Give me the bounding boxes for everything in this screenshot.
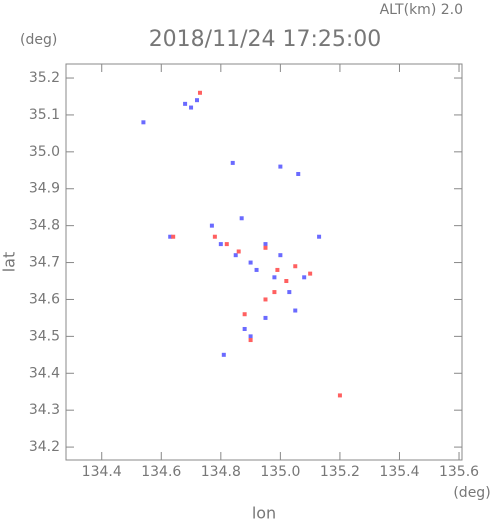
plot-frame [65,63,463,461]
x-tick-label: 134.6 [141,464,181,480]
data-point [337,393,342,398]
data-point [317,234,322,239]
data-point [278,164,283,169]
data-point [254,267,259,272]
x-tick-label: 135.2 [320,464,360,480]
data-point [141,120,146,125]
data-point [263,242,268,247]
y-tick-label: 34.9 [29,181,60,197]
x-axis-label: lon [252,504,276,521]
y-tick-label: 34.6 [29,291,60,307]
data-point [233,253,238,258]
data-point [293,264,298,269]
data-point [197,90,202,95]
y-tick-label: 34.2 [29,439,60,455]
data-point [189,105,194,110]
y-axis-label: lat [0,252,19,273]
data-point [263,315,268,320]
data-point [242,326,247,331]
data-point [296,171,301,176]
data-point [183,101,188,106]
y-tick-label: 34.7 [29,255,60,271]
data-point [248,334,253,339]
y-tick-label: 34.5 [29,328,60,344]
x-unit: (deg) [453,485,490,501]
chart-title: 2018/11/24 17:25:00 [149,27,382,52]
y-tick-label: 34.4 [29,365,60,381]
data-point [209,223,214,228]
data-point [168,234,173,239]
data-point [236,249,241,254]
data-point [230,160,235,165]
x-tick-label: 135.6 [439,464,479,480]
data-point [275,267,280,272]
data-point [302,275,307,280]
data-point [224,242,229,247]
data-point [248,338,253,343]
data-point [287,290,292,295]
data-point [272,275,277,280]
data-point [195,98,200,103]
data-point [212,234,217,239]
y-tick-label: 35.1 [29,107,60,123]
x-tick-label: 135.4 [379,464,419,480]
data-point [248,260,253,265]
data-point [263,297,268,302]
x-tick-label: 134.8 [201,464,241,480]
y-unit: (deg) [20,32,57,48]
y-tick-label: 34.8 [29,218,60,234]
data-point [308,271,313,276]
data-point [284,279,289,284]
y-tick-label: 35.2 [29,70,60,86]
x-tick-label: 135.0 [260,464,300,480]
y-tick-label: 34.3 [29,402,60,418]
data-point [239,216,244,221]
data-point [278,253,283,258]
altitude-label: ALT(km) 2.0 [380,2,463,18]
data-point [171,234,176,239]
data-point [221,352,226,357]
y-tick-label: 35.0 [29,144,60,160]
x-tick-label: 134.4 [82,464,122,480]
data-point [218,242,223,247]
data-point [272,290,277,295]
data-point [242,312,247,317]
data-point [293,308,298,313]
data-point [263,245,268,250]
